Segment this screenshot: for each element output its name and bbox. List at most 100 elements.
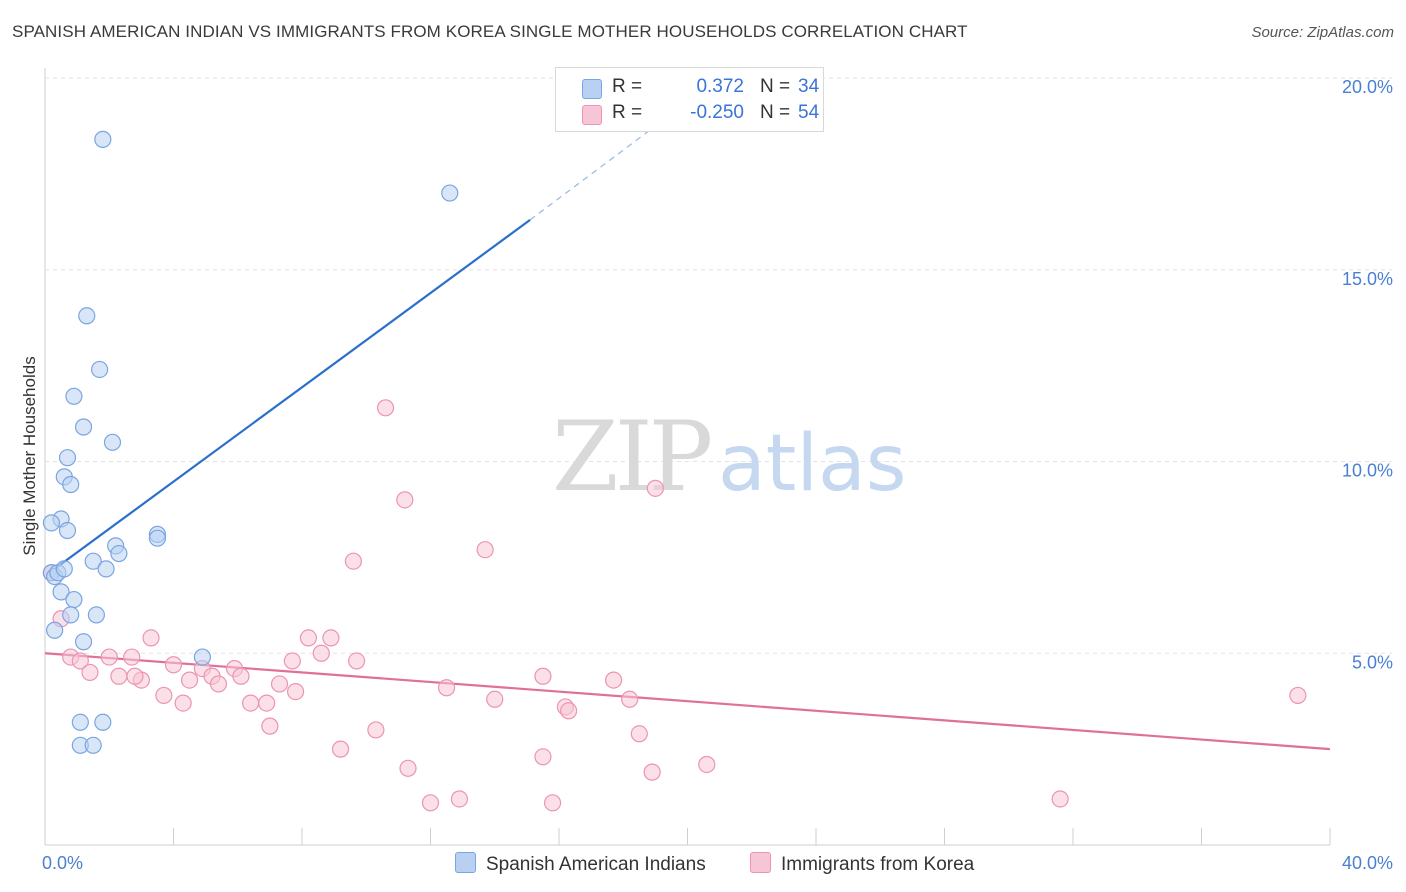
point-spanish-american-indians	[78, 307, 96, 325]
point-spanish-american-indians	[441, 184, 459, 202]
point-immigrants-from-korea	[534, 748, 552, 766]
point-immigrants-from-korea	[476, 541, 494, 559]
point-immigrants-from-korea	[367, 721, 385, 739]
point-layer	[42, 130, 1307, 812]
point-spanish-american-indians	[97, 560, 115, 578]
y-tick-label: 10.0%	[1342, 461, 1393, 481]
legend-swatch-pink	[582, 105, 602, 125]
point-spanish-american-indians	[46, 621, 64, 639]
point-immigrants-from-korea	[164, 656, 183, 674]
point-spanish-american-indians	[110, 544, 128, 563]
point-spanish-american-indians	[84, 552, 102, 570]
point-spanish-american-indians	[58, 521, 77, 540]
point-immigrants-from-korea	[376, 399, 395, 417]
point-immigrants-from-korea	[1289, 686, 1307, 705]
legend-n-value: 54	[798, 102, 820, 123]
series-legend-blue: Spanish American Indians	[455, 852, 706, 876]
trendline-immigrants-from-korea	[44, 652, 1331, 751]
point-spanish-american-indians	[52, 583, 70, 601]
point-immigrants-from-korea	[110, 667, 128, 685]
point-immigrants-from-korea	[486, 690, 504, 708]
correlation-legend: R = 0.372 N = 34 R = -0.250 N = 54	[555, 67, 824, 132]
point-immigrants-from-korea	[698, 755, 716, 774]
point-immigrants-from-korea	[331, 740, 350, 758]
point-spanish-american-indians	[84, 736, 102, 754]
y-axis-label: Single Mother Households	[20, 356, 39, 555]
point-spanish-american-indians	[65, 590, 83, 609]
series-legend-pink: Immigrants from Korea	[750, 852, 974, 876]
point-immigrants-from-korea	[437, 679, 456, 697]
point-immigrants-from-korea	[174, 694, 192, 712]
x-tick-label: 40.0%	[1342, 853, 1393, 873]
series-name-blue: Spanish American Indians	[486, 854, 706, 875]
point-immigrants-from-korea	[450, 790, 469, 808]
trendline-spanish-american-indians	[53, 219, 531, 570]
point-immigrants-from-korea	[643, 763, 661, 781]
point-immigrants-from-korea	[312, 644, 330, 662]
point-immigrants-from-korea	[142, 629, 160, 647]
point-immigrants-from-korea	[1051, 790, 1069, 808]
point-immigrants-from-korea	[299, 629, 318, 647]
point-spanish-american-indians	[42, 514, 61, 532]
point-immigrants-from-korea	[71, 652, 89, 670]
point-immigrants-from-korea	[286, 682, 305, 701]
point-spanish-american-indians	[94, 713, 112, 731]
point-immigrants-from-korea	[399, 759, 417, 777]
grid-layer	[45, 77, 1392, 654]
legend-r-label: R =	[612, 102, 643, 123]
point-immigrants-from-korea	[543, 794, 562, 812]
point-immigrants-from-korea	[605, 671, 623, 689]
point-immigrants-from-korea	[261, 717, 279, 735]
watermark-atlas: atlas	[718, 419, 907, 509]
series-name-pink: Immigrants from Korea	[781, 854, 975, 875]
point-immigrants-from-korea	[421, 794, 440, 812]
point-spanish-american-indians	[103, 433, 122, 451]
point-spanish-american-indians	[55, 560, 73, 578]
point-immigrants-from-korea	[348, 652, 366, 670]
point-spanish-american-indians	[71, 713, 89, 731]
chart-title: SPANISH AMERICAN INDIAN VS IMMIGRANTS FR…	[12, 22, 968, 41]
watermark: ZIP atlas	[552, 401, 907, 513]
point-immigrants-from-korea	[209, 675, 228, 693]
y-tick-label: 15.0%	[1342, 269, 1393, 289]
point-immigrants-from-korea	[123, 648, 141, 666]
point-immigrants-from-korea	[258, 694, 276, 712]
point-immigrants-from-korea	[232, 667, 250, 685]
legend-swatch-blue	[582, 79, 602, 99]
point-immigrants-from-korea	[270, 675, 289, 693]
point-immigrants-from-korea	[180, 671, 199, 689]
point-spanish-american-indians	[193, 648, 212, 666]
point-immigrants-from-korea	[344, 552, 362, 570]
watermark-zip: ZIP	[552, 401, 711, 513]
point-immigrants-from-korea	[322, 629, 340, 647]
axis-layer	[44, 68, 1331, 846]
point-spanish-american-indians	[148, 529, 167, 547]
point-spanish-american-indians	[58, 449, 77, 467]
y-tick-label: 5.0%	[1352, 652, 1393, 672]
x-tick-label: 0.0%	[42, 853, 83, 873]
point-immigrants-from-korea	[126, 667, 144, 685]
point-immigrants-from-korea	[283, 652, 301, 670]
point-immigrants-from-korea	[560, 702, 578, 720]
legend-r-value: 0.372	[696, 76, 744, 97]
point-immigrants-from-korea	[242, 694, 260, 712]
point-spanish-american-indians	[94, 130, 112, 148]
point-immigrants-from-korea	[396, 491, 414, 509]
point-immigrants-from-korea	[630, 725, 648, 743]
point-immigrants-from-korea	[155, 686, 173, 705]
label-layer: 5.0% 10.0% 15.0% 20.0% 0.0% 40.0% Single Mothe…	[20, 77, 1393, 873]
source-label: Source: ZipAtlas.com	[1251, 24, 1394, 41]
point-immigrants-from-korea	[100, 648, 118, 666]
point-spanish-american-indians	[62, 606, 80, 624]
point-spanish-american-indians	[65, 387, 83, 405]
point-spanish-american-indians	[87, 606, 106, 624]
legend-n-value: 34	[798, 76, 820, 97]
point-spanish-american-indians	[74, 633, 93, 651]
point-immigrants-from-korea	[81, 663, 99, 682]
point-spanish-american-indians	[62, 475, 80, 494]
series-swatch-pink	[750, 852, 771, 873]
legend-n-label: N =	[760, 102, 791, 123]
series-swatch-blue	[455, 852, 476, 873]
point-spanish-american-indians	[91, 360, 109, 379]
